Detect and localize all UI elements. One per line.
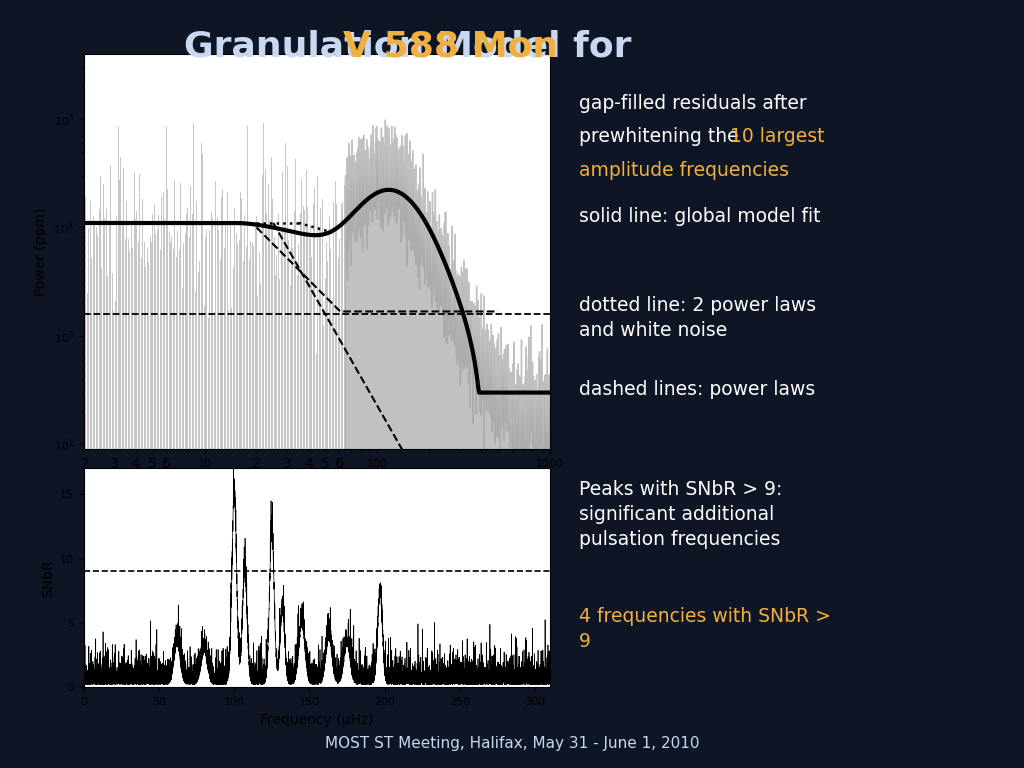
Y-axis label: SNbR: SNbR — [41, 559, 54, 597]
Text: amplitude frequencies: amplitude frequencies — [579, 161, 788, 180]
Text: dotted line: 2 power laws
and white noise: dotted line: 2 power laws and white nois… — [579, 296, 816, 339]
Text: Peaks with SNbR > 9:
significant additional
pulsation frequencies: Peaks with SNbR > 9: significant additio… — [579, 480, 782, 549]
Text: prewhitening the: prewhitening the — [579, 127, 744, 146]
Text: V 588 Mon: V 588 Mon — [343, 29, 558, 63]
Text: solid line: global model fit: solid line: global model fit — [579, 207, 820, 227]
Y-axis label: Power (ppm): Power (ppm) — [34, 207, 48, 296]
X-axis label: Frequency (μHz): Frequency (μHz) — [260, 713, 374, 727]
Text: 4 frequencies with SNbR >
9: 4 frequencies with SNbR > 9 — [579, 607, 830, 650]
Text: Granulation Model for: Granulation Model for — [184, 29, 644, 63]
Text: MOST ST Meeting, Halifax, May 31 - June 1, 2010: MOST ST Meeting, Halifax, May 31 - June … — [325, 736, 699, 751]
Text: dashed lines: power laws: dashed lines: power laws — [579, 380, 815, 399]
Text: 10 largest: 10 largest — [730, 127, 824, 146]
Text: gap-filled residuals after: gap-filled residuals after — [579, 94, 806, 113]
